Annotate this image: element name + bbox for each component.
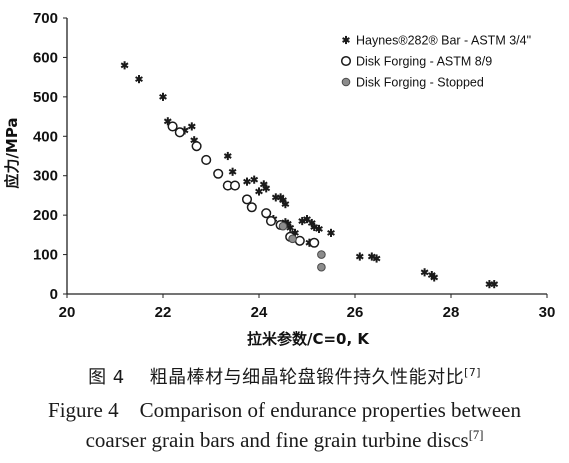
y-tick-labels: 0 100 200 300 400 500 600 700 [33,10,67,303]
data-point-series-2 [294,235,305,246]
data-point-series-1 [228,167,237,176]
y-tick-label: 0 [50,286,58,303]
data-point-series-2 [201,154,212,165]
data-point-series-1 [327,228,335,237]
legend-label-1: Haynes®282® Bar - ASTM 3/4" [356,34,531,48]
data-point-series-2 [191,141,202,152]
data-point-series-1 [159,92,167,101]
x-tick-label: 30 [539,304,556,321]
x-tick-labels: 20 22 24 26 28 30 [59,294,556,321]
x-tick-label: 20 [59,304,76,321]
data-point-series-1 [485,280,494,289]
legend-marker-2 [340,55,352,67]
chart: 0 100 200 300 400 500 600 700 20 22 24 26 28 30 应力/M… [3,10,556,348]
legend-label-3: Disk Forging - Stopped [356,76,484,90]
y-tick-label: 400 [33,128,58,145]
caption-cn-label: 图 4 [88,367,125,388]
x-axis-title: 拉米参数/C=0, K [247,330,370,348]
x-tick-label: 26 [347,304,364,321]
x-tick-label: 24 [251,304,268,321]
data-point-series-1 [262,184,271,193]
y-tick-label: 200 [33,207,58,224]
y-tick-label: 700 [33,10,58,27]
caption-en-line2: coarser grain bars and fine grain turbin… [85,428,469,452]
data-point-series-2 [309,237,320,248]
y-tick-label: 600 [33,49,58,66]
data-point-series-1 [286,223,295,232]
axes [66,18,547,295]
data-points [120,61,499,289]
y-tick-label: 500 [33,89,58,106]
caption-english-line2: coarser grain bars and fine grain turbin… [0,428,569,453]
y-tick-label: 100 [33,247,58,264]
data-point-series-1 [243,177,251,186]
legend-marker-3 [341,77,351,87]
data-point-series-1 [223,151,232,161]
caption-cn-text: 粗晶棒材与细晶轮盘锻件持久性能对比 [149,367,465,388]
data-point-series-3 [288,234,297,244]
data-point-series-1 [250,175,259,184]
data-point-series-2 [241,194,253,205]
data-point-series-2 [167,121,178,132]
data-point-series-3 [317,262,326,272]
data-point-series-1 [420,268,429,277]
data-point-series-2 [246,202,257,213]
data-point-series-2 [265,216,277,227]
y-axis-title: 应力/MPa [3,117,21,188]
x-tick-label: 28 [443,304,460,321]
y-tick-label: 300 [33,168,58,185]
data-point-series-1 [255,187,263,196]
legend-marker-1 [342,35,350,45]
data-point-series-1 [355,252,364,261]
caption-chinese: 图 4 粗晶棒材与细晶轮盘锻件持久性能对比[7] [0,363,569,389]
data-point-series-1 [135,75,143,84]
caption-english-line1: Figure 4 Comparison of endurance propert… [0,398,569,423]
data-point-series-2 [261,208,272,219]
data-point-series-1 [372,254,381,263]
data-point-series-1 [490,280,499,289]
legend: Haynes®282® Bar - ASTM 3/4" Disk Forging … [340,34,531,90]
data-point-series-2 [174,127,185,138]
caption-en-ref: [7] [468,428,484,442]
data-point-series-2 [213,168,224,179]
data-point-series-3 [317,250,326,259]
data-point-series-1 [430,273,439,282]
data-point-series-1 [187,122,196,131]
data-point-series-1 [271,193,280,202]
legend-label-2: Disk Forging - ASTM 8/9 [356,55,492,69]
caption-cn-ref: [7] [464,366,481,379]
data-point-series-3 [278,221,288,231]
data-point-series-1 [315,224,323,234]
data-point-series-1 [281,200,290,209]
x-tick-label: 22 [155,304,172,321]
data-point-series-2 [229,180,241,191]
caption-en-line1: Figure 4 Comparison of endurance propert… [48,398,521,422]
data-point-series-1 [120,61,129,70]
